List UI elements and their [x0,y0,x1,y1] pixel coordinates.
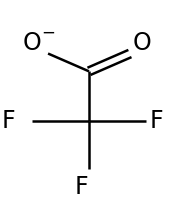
Text: O: O [23,31,41,55]
Text: −: − [41,23,55,41]
Text: F: F [150,109,163,133]
Text: O: O [133,31,152,55]
Text: F: F [2,109,16,133]
Text: F: F [75,175,89,199]
